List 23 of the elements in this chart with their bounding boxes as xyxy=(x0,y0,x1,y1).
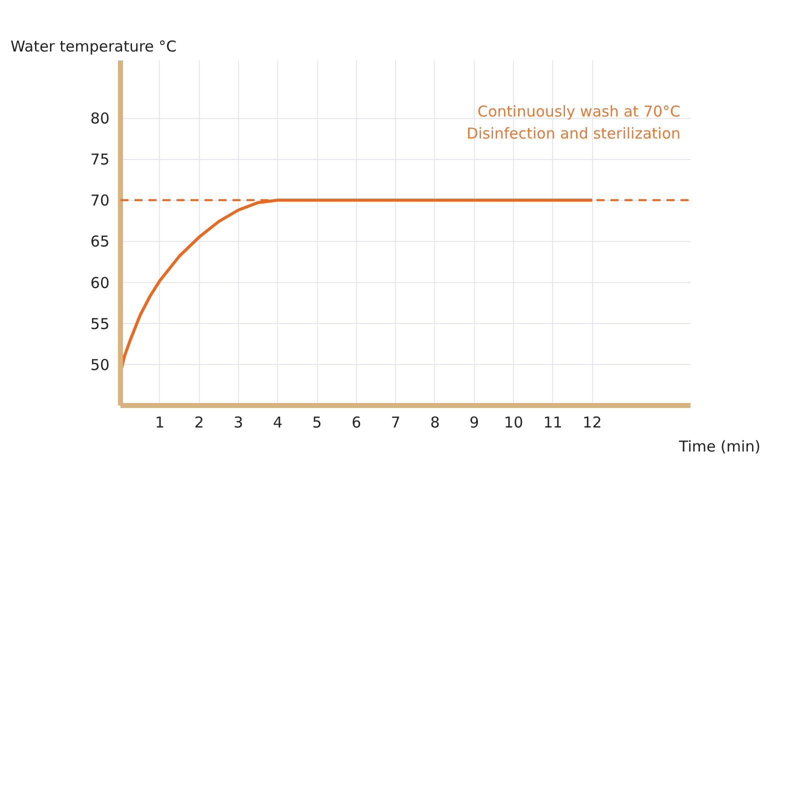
x-tick-label: 10 xyxy=(504,414,524,432)
x-tick-label: 8 xyxy=(430,414,440,432)
annotation: Disinfection and sterilization xyxy=(466,124,681,142)
x-tick-label: 3 xyxy=(234,414,244,432)
y-tick-label: 55 xyxy=(90,314,110,333)
y-tick-label: 70 xyxy=(90,192,110,210)
annotation: Continuously wash at 70°C xyxy=(478,102,680,120)
y-tick-label: 80 xyxy=(90,110,110,128)
y-tick-label: 50 xyxy=(90,356,110,374)
x-tick-label: 7 xyxy=(390,414,400,432)
x-axis-title: Time (min) xyxy=(678,438,760,456)
x-tick-label: 4 xyxy=(272,414,283,432)
x-tick-label: 12 xyxy=(582,414,602,432)
y-tick-label: 75 xyxy=(90,150,110,169)
x-tick-label: 2 xyxy=(194,414,204,432)
y-axis-title: Water temperature °C xyxy=(10,38,177,56)
x-tick-label: 1 xyxy=(155,414,165,432)
x-tick-label: 5 xyxy=(312,414,322,432)
y-tick-label: 65 xyxy=(90,232,110,251)
x-tick-label: 11 xyxy=(543,414,562,432)
x-tick-label: 6 xyxy=(352,414,362,432)
y-tick-label: 60 xyxy=(90,274,110,292)
x-tick-label: 9 xyxy=(470,414,480,432)
